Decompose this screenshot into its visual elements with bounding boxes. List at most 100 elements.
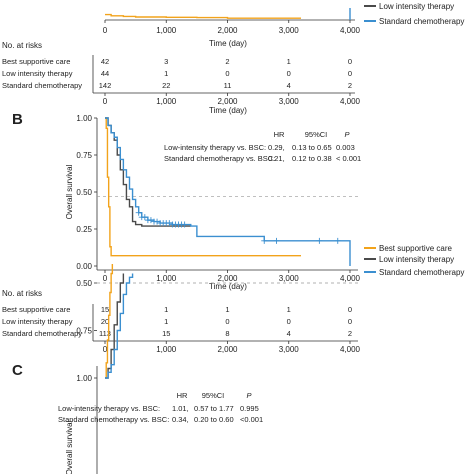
- p-header: P: [344, 130, 349, 139]
- hr-value: 0.29,: [268, 143, 285, 152]
- legend-item-standard-chemo: Standard chemotherapy: [364, 268, 464, 277]
- panel-c-y-ticks: 1.00 0.75 0.50: [76, 279, 97, 383]
- panel-b: B Overall survival 1.000.750.500.250.00 …: [2, 111, 464, 354]
- x-tick-label: 4,000: [340, 274, 361, 283]
- risk-count: 3: [164, 57, 168, 66]
- x-tick-label: 3,000: [279, 345, 300, 354]
- risk-count: 4: [287, 81, 291, 90]
- legend-item-best-supportive: Best supportive care: [364, 244, 452, 253]
- x-tick-label: 1,000: [156, 274, 177, 283]
- y-tick-label: 1.00: [76, 114, 92, 123]
- panel-c-hr-table: HR 95%CI P Low-intensity therapy vs. BSC…: [58, 391, 263, 424]
- series-standard-chemotherapy: [105, 273, 134, 379]
- panel-c-label: C: [12, 362, 23, 379]
- censor-mark: [135, 209, 142, 216]
- x-tick-label: 1,000: [156, 97, 177, 106]
- y-tick-label: 0.75: [76, 151, 92, 160]
- censor-mark: [166, 220, 173, 227]
- legend-item-low-intensity: Low intensity therapy: [364, 2, 454, 11]
- censor-mark: [261, 237, 268, 244]
- risk-row-label: Best supportive care: [2, 57, 70, 66]
- panel-a: 0 1,000 2,000 3,000 4,000 Time (day) Low int…: [2, 2, 464, 115]
- risk-count: 8: [225, 329, 229, 338]
- risk-count: 22: [162, 81, 170, 90]
- risk-count: 2: [225, 57, 229, 66]
- hr-header: HR: [274, 130, 285, 139]
- risk-row-label: Low intensity therapy: [2, 69, 73, 78]
- panel-b-risk-table: Best supportive care Low intensity thera…: [2, 304, 361, 354]
- x-tick-label: 0: [103, 97, 108, 106]
- censor-mark: [141, 214, 148, 221]
- y-tick-label: 0.00: [76, 262, 92, 271]
- panel-b-y-ticks: 1.00 0.75 0.50 0.25 0.00: [76, 114, 97, 271]
- risk-count: 0: [287, 317, 291, 326]
- censor-mark: [334, 237, 341, 244]
- hr-value: 0.34,: [172, 415, 189, 424]
- legend-label-best-supportive: Best supportive care: [379, 244, 452, 253]
- risk-count: 0: [225, 317, 229, 326]
- panel-b-label: B: [12, 111, 23, 128]
- panel-a-curves: [105, 8, 351, 20]
- risk-count: 15: [101, 305, 109, 314]
- x-tick-label: 4,000: [340, 97, 361, 106]
- censor-mark: [181, 221, 188, 228]
- p-value: < 0.001: [336, 154, 361, 163]
- x-tick-label: 2,000: [217, 26, 238, 35]
- hr-row-label: Low-intensity therapy vs. BSC:: [164, 143, 266, 152]
- hr-row-label: Standard chemotherapy vs. BSC:: [164, 154, 275, 163]
- risk-count: 1: [287, 57, 291, 66]
- ci-value: 0.12 to 0.38: [292, 154, 332, 163]
- risk-row-label: Standard chemotherapy: [2, 329, 82, 338]
- risk-count: 42: [101, 57, 109, 66]
- panel-b-risk-title: No. at risks: [2, 289, 42, 298]
- panel-a-risk-title: No. at risks: [2, 41, 42, 50]
- panel-c-y-label: Overall survival: [65, 420, 74, 474]
- legend-label-low-intensity: Low intensity therapy: [379, 255, 454, 264]
- y-tick-label: 1.00: [76, 374, 92, 383]
- risk-count: 1: [164, 305, 168, 314]
- x-tick-label: 2,000: [217, 274, 238, 283]
- x-tick-label: 1,000: [156, 26, 177, 35]
- legend-label-standard-chemo: Standard chemotherapy: [379, 268, 464, 277]
- panel-a-x-ticks: 0 1,000 2,000 3,000 4,000: [103, 20, 361, 35]
- x-tick-label: 4,000: [340, 345, 361, 354]
- risk-count: 0: [348, 317, 352, 326]
- ci-value: 0.13 to 0.65: [292, 143, 332, 152]
- legend-label-standard-chemo: Standard chemotherapy: [379, 17, 464, 26]
- risk-count: 1: [164, 69, 168, 78]
- panel-a-risk-table: Best supportive care Low intensity thera…: [2, 55, 361, 115]
- risk-count: 0: [348, 57, 352, 66]
- x-tick-label: 3,000: [279, 26, 300, 35]
- panel-b-x-label: Time (day): [209, 282, 247, 291]
- y-tick-label: 0.75: [76, 327, 92, 336]
- censor-mark: [273, 237, 280, 244]
- legend-item-low-intensity: Low intensity therapy: [364, 255, 454, 264]
- x-tick-label: 0: [103, 274, 108, 283]
- panel-a-legend: Low intensity therapy Standard chemother…: [364, 2, 464, 26]
- hr-header: HR: [177, 391, 188, 400]
- series-low-intensity-therapy: [105, 117, 191, 227]
- x-tick-label: 4,000: [340, 26, 361, 35]
- y-tick-label: 0.50: [76, 279, 92, 288]
- risk-count: 113: [99, 329, 111, 338]
- panel-b-legend: Best supportive care Low intensity thera…: [364, 244, 464, 277]
- risk-count: 142: [99, 81, 112, 90]
- series-best-supportive-care: [105, 117, 301, 257]
- censor-mark: [316, 237, 323, 244]
- panel-b-hr-table: HR 95%CI P Low-intensity therapy vs. BSC…: [164, 130, 361, 163]
- panel-a-risk-x-label: Time (day): [209, 106, 247, 115]
- hr-row-label: Low-intensity therapy vs. BSC:: [58, 404, 160, 413]
- risk-count: 0: [225, 69, 229, 78]
- ci-value: 0.20 to 0.60: [194, 415, 234, 424]
- x-tick-label: 2,000: [217, 97, 238, 106]
- panel-a-risk-x-ticks: 0 1,000 2,000 3,000 4,000: [103, 93, 361, 106]
- risk-count: 0: [348, 69, 352, 78]
- risk-count: 1: [164, 317, 168, 326]
- hr-value: 1.01,: [172, 404, 189, 413]
- risk-count: 1: [287, 305, 291, 314]
- hr-value: 0.21,: [268, 154, 285, 163]
- panel-c: C Overall survival 1.00 0.75 0.50 HR 95%CI…: [12, 264, 358, 474]
- panel-b-y-label: Overall survival: [65, 164, 74, 219]
